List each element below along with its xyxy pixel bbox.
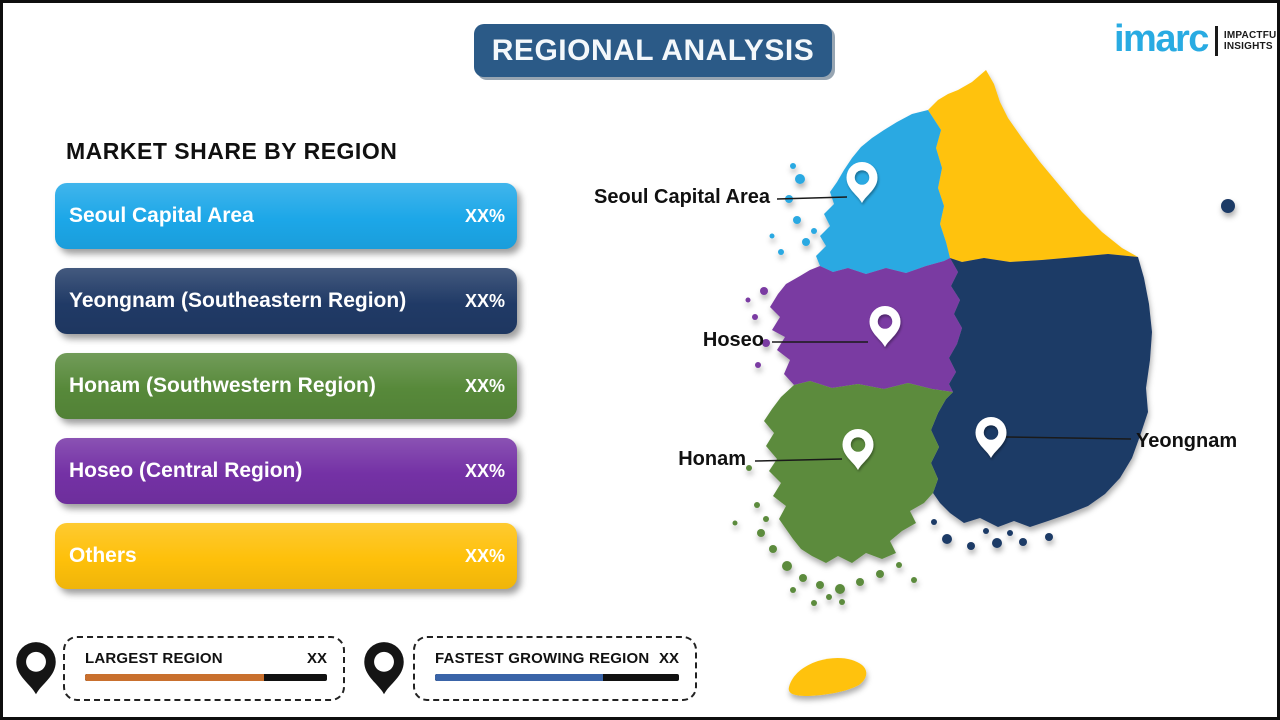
page-title-text: REGIONAL ANALYSIS xyxy=(491,33,815,67)
map-region-jeju xyxy=(788,657,867,696)
region-bar-honam: Honam (Southwestern Region) XX% xyxy=(55,353,517,419)
label-lines xyxy=(754,196,1132,462)
label-line-yeongnam xyxy=(1005,436,1132,440)
map-pin-honam-icon xyxy=(842,429,874,470)
bar-label: Hoseo (Central Region) xyxy=(69,459,303,482)
region-bar-seoul-capital-area: Seoul Capital Area XX% xyxy=(55,183,517,249)
region-bar-hoseo: Hoseo (Central Region) XX% xyxy=(55,438,517,504)
region-bar-others: Others XX% xyxy=(55,523,517,589)
market-share-bar-list: Seoul Capital Area XX% Yeongnam (Southea… xyxy=(55,183,517,589)
imarc-logo: imarc IMPACTFUL INSIGHTS xyxy=(1114,18,1280,60)
map-pins xyxy=(842,162,1007,470)
map-region-seoul-capital-area xyxy=(816,110,950,274)
map-label-honam: Honam xyxy=(678,448,746,470)
bar-label: Yeongnam (Southeastern Region) xyxy=(69,289,407,312)
legend-fastest-bar-fill xyxy=(435,674,604,681)
bar-value: XX% xyxy=(464,205,505,226)
bar-label: Seoul Capital Area xyxy=(69,204,254,227)
legend-largest-region: LARGEST REGION XX xyxy=(63,636,345,701)
legend-fastest-value: XX xyxy=(658,650,679,667)
south-korea-map xyxy=(732,70,1235,696)
map-pin-yeongnam-icon xyxy=(975,417,1007,458)
map-islands-yeongnam xyxy=(931,199,1235,550)
map-label-hoseo: Hoseo xyxy=(702,329,764,351)
location-pin-icon xyxy=(364,642,404,695)
bar-label: Others xyxy=(69,544,137,567)
logo-tagline: IMPACTFUL INSIGHTS xyxy=(1224,30,1280,52)
location-pin-icon xyxy=(16,642,56,695)
map-region-honam xyxy=(764,381,953,563)
bar-label: Honam (Southwestern Region) xyxy=(69,374,376,397)
map-islands-seoul xyxy=(769,163,817,255)
map-label-seoul: Seoul Capital Area xyxy=(594,186,770,208)
bar-value: XX% xyxy=(464,375,505,396)
map-islands-hoseo xyxy=(745,287,770,368)
legend-largest-bar-track xyxy=(85,674,327,681)
map-label-yeongnam: Yeongnam xyxy=(1136,430,1238,452)
page-title: REGIONAL ANALYSIS xyxy=(474,24,832,77)
legend-largest-value: XX xyxy=(306,650,327,667)
bar-value: XX% xyxy=(464,545,505,566)
legend-fastest-growing-region: FASTEST GROWING REGION XX xyxy=(413,636,697,701)
label-line-honam xyxy=(754,458,843,462)
map-region-others xyxy=(928,70,1138,262)
logo-divider xyxy=(1214,26,1218,57)
region-bar-yeongnam: Yeongnam (Southeastern Region) XX% xyxy=(55,268,517,334)
legend-largest-bar-fill xyxy=(85,674,265,681)
map-islands-honam xyxy=(732,465,917,606)
map-region-yeongnam xyxy=(931,254,1152,527)
map-region-hoseo xyxy=(770,258,962,392)
logo-tagline-line2: INSIGHTS xyxy=(1223,41,1273,53)
bar-value: XX% xyxy=(464,460,505,481)
map-pin-seoul-icon xyxy=(846,162,878,203)
map-pin-hoseo-icon xyxy=(869,306,901,347)
imarc-brand-text: imarc xyxy=(1114,18,1209,60)
label-line-seoul xyxy=(776,196,848,200)
legend-largest-label: LARGEST REGION xyxy=(85,650,223,667)
logo-tagline-line1: IMPACTFUL xyxy=(1223,30,1280,42)
section-heading: MARKET SHARE BY REGION xyxy=(66,138,398,164)
legend-fastest-bar-track xyxy=(435,674,679,681)
bar-value: XX% xyxy=(464,290,505,311)
legend-fastest-label: FASTEST GROWING REGION xyxy=(435,650,650,667)
